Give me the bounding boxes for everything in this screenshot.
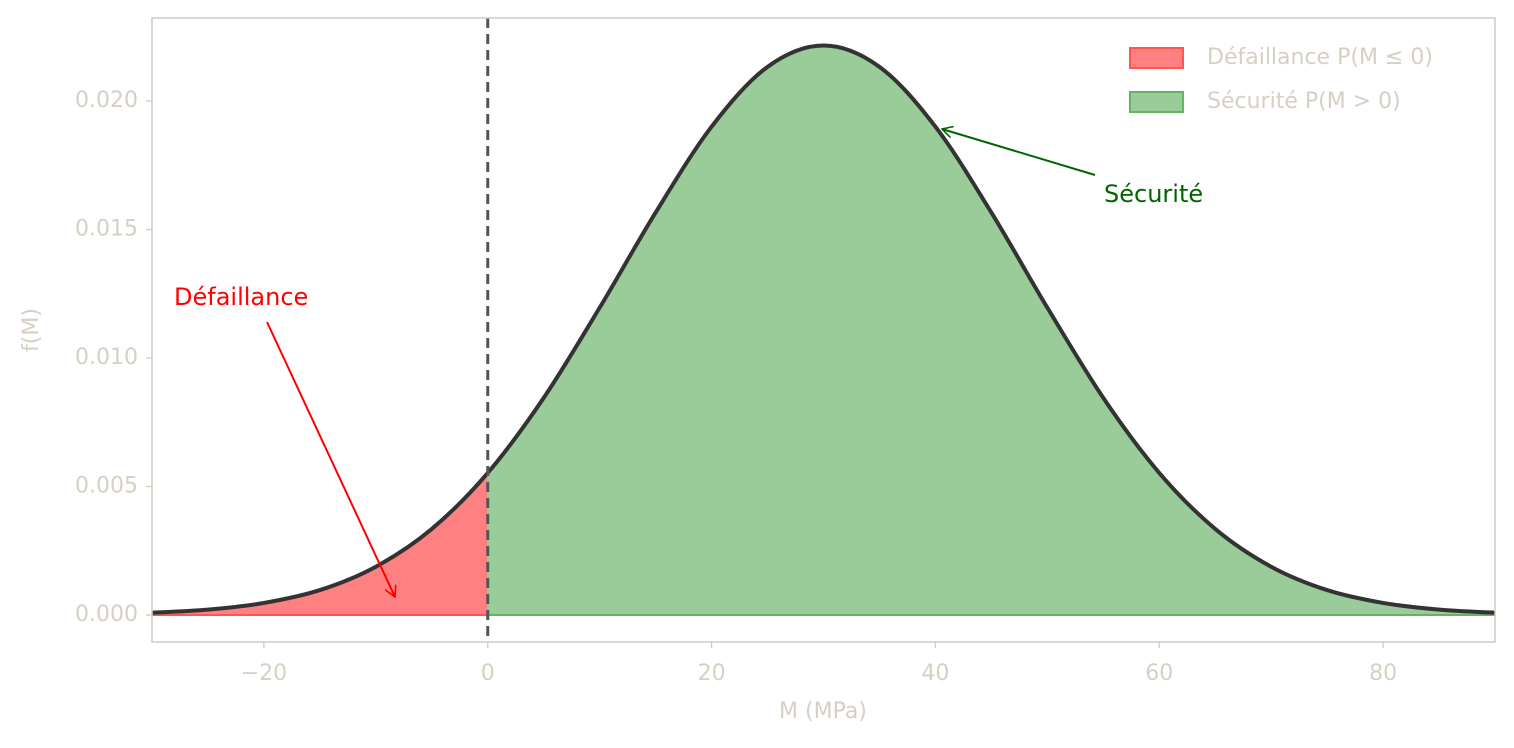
x-tick-label: −20 [241,661,287,686]
y-tick-label: 0.010 [75,345,138,370]
legend-label: Sécurité P(M > 0) [1207,89,1401,114]
annotation: Défaillance [174,283,308,311]
annotation-arrow [942,129,1096,176]
y-tick-label: 0.005 [75,474,138,499]
annotation-arrow [266,321,395,597]
plot-frame [151,17,1496,643]
density-line [151,43,1496,615]
x-axis-label: M (MPa) [779,699,867,724]
annotation: Sécurité [1104,180,1203,208]
legend-swatch [1129,47,1184,69]
legend-label: Défaillance P(M ≤ 0) [1207,45,1433,70]
x-tick-label: 20 [698,661,726,686]
x-tick-label: 60 [1145,661,1173,686]
y-tick-label: 0.000 [75,602,138,627]
area-region [152,472,488,616]
y-axis-label: f(M) [19,308,44,352]
y-tick-label: 0.015 [75,217,138,242]
area-region [487,45,1495,616]
legend-swatch [1129,91,1184,113]
x-tick-label: 0 [481,661,495,686]
y-tick-label: 0.020 [75,88,138,113]
x-tick-label: 40 [921,661,949,686]
x-tick-label: 80 [1369,661,1397,686]
